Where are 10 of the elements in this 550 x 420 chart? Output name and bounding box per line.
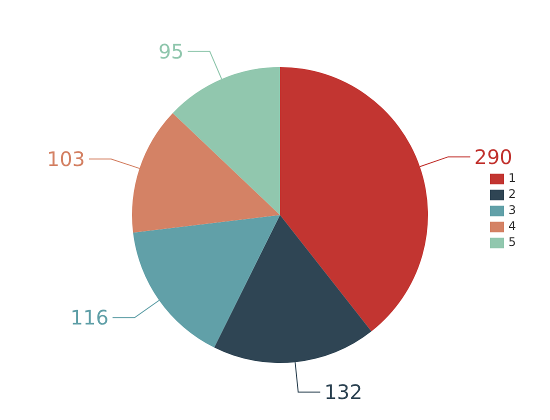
legend-label: 2 — [508, 187, 516, 201]
legend-label: 4 — [508, 219, 516, 233]
data-label: 116 — [70, 306, 109, 330]
data-label: 103 — [46, 146, 86, 171]
legend-label: 3 — [508, 203, 516, 217]
data-label: 290 — [474, 144, 512, 169]
legend-label: 1 — [508, 171, 516, 185]
legend-label: 5 — [508, 235, 516, 249]
data-label: 132 — [324, 380, 362, 404]
data-label: 95 — [158, 39, 184, 64]
